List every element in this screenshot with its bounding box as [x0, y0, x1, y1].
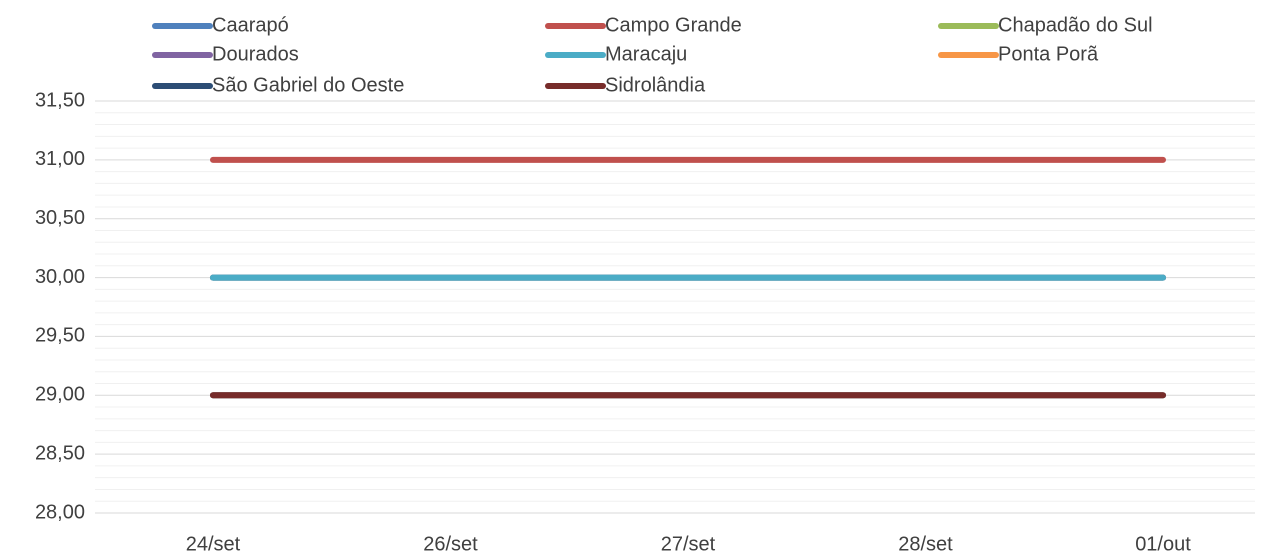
y-tick-label: 31,00 [35, 148, 85, 170]
x-tick-label: 27/set [661, 533, 716, 555]
y-tick-label: 29,50 [35, 325, 85, 347]
y-tick-label: 30,00 [35, 266, 85, 288]
x-tick-label: 28/set [898, 533, 953, 555]
y-tick-label: 31,50 [35, 89, 85, 111]
legend-label: Ponta Porã [998, 43, 1099, 65]
legend-label: São Gabriel do Oeste [212, 74, 404, 96]
x-tick-label: 26/set [423, 533, 478, 555]
legend-label: Sidrolândia [605, 74, 706, 96]
y-tick-label: 28,50 [35, 442, 85, 464]
y-tick-label: 28,00 [35, 501, 85, 523]
legend-label: Campo Grande [605, 14, 742, 36]
legend-label: Maracaju [605, 43, 687, 65]
x-tick-label: 24/set [186, 533, 241, 555]
y-tick-label: 30,50 [35, 207, 85, 229]
legend-label: Dourados [212, 43, 299, 65]
y-tick-label: 29,00 [35, 384, 85, 406]
x-tick-label: 01/out [1135, 533, 1191, 555]
legend-label: Caarapó [212, 14, 289, 36]
legend-label: Chapadão do Sul [998, 14, 1153, 36]
